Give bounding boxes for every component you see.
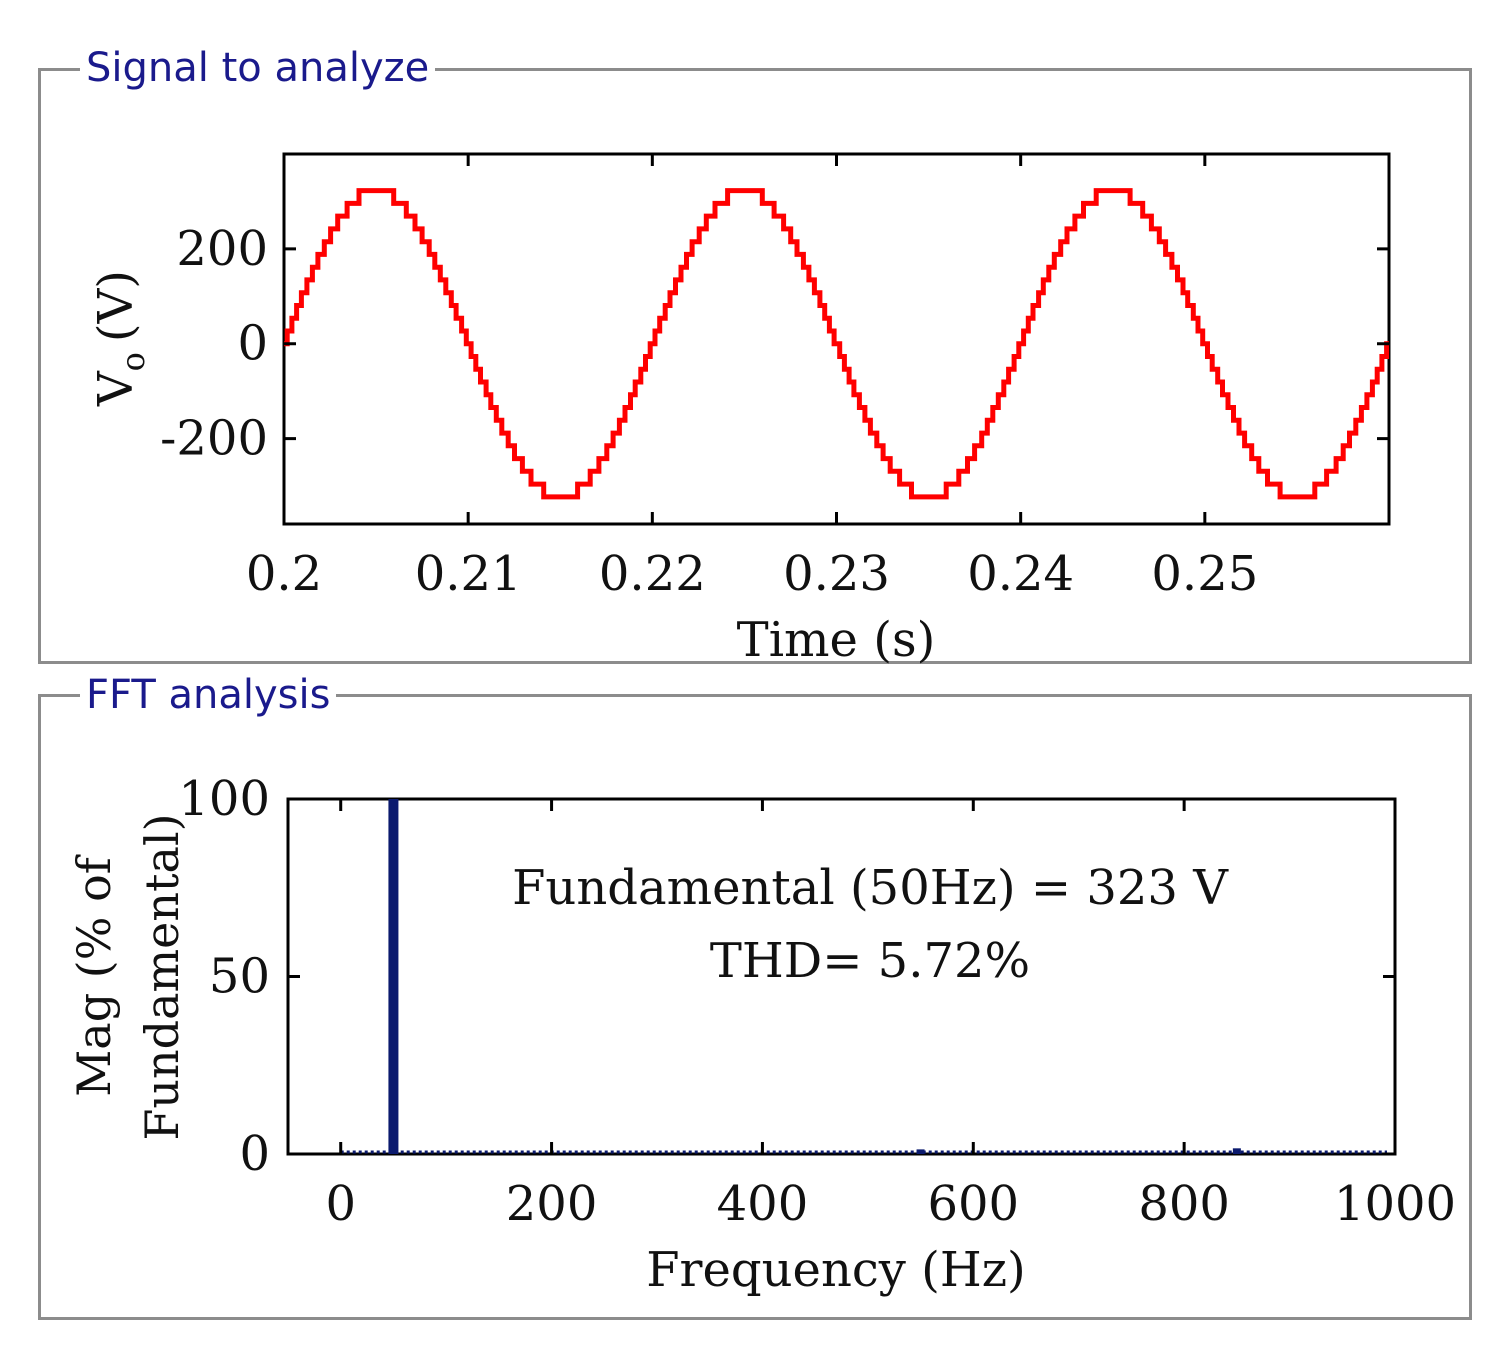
signal-x-tick-label: 0.2 bbox=[246, 546, 322, 602]
fft-y-tick-label: 0 bbox=[239, 1126, 270, 1182]
signal-y-label-subscript: o bbox=[114, 352, 152, 371]
signal-x-axis-label: Time (s) bbox=[737, 612, 936, 668]
signal-x-tick-label: 0.24 bbox=[967, 546, 1074, 602]
fft-x-tick-label: 800 bbox=[1138, 1176, 1230, 1232]
fft-x-tick-label: 0 bbox=[325, 1176, 356, 1232]
signal-x-tick-label: 0.21 bbox=[415, 546, 522, 602]
signal-panel bbox=[38, 68, 1472, 664]
fft-y-axis-label-line2: Fundamental) bbox=[135, 813, 189, 1140]
signal-panel-title: Signal to analyze bbox=[80, 45, 436, 91]
fft-x-tick-label: 200 bbox=[506, 1176, 598, 1232]
fft-annotation-thd: THD= 5.72% bbox=[710, 933, 1030, 989]
fft-x-tick-label: 400 bbox=[717, 1176, 809, 1232]
fft-x-tick-label: 600 bbox=[927, 1176, 1019, 1232]
signal-trace bbox=[284, 188, 1390, 500]
fft-panel bbox=[38, 694, 1472, 1320]
fft-x-axis-label: Frequency (Hz) bbox=[646, 1242, 1025, 1298]
signal-x-tick-label: 0.25 bbox=[1151, 546, 1258, 602]
fft-bar bbox=[1232, 1148, 1241, 1154]
fft-bar bbox=[916, 1149, 925, 1154]
signal-y-tick-label: 200 bbox=[176, 221, 268, 277]
signal-y-label-main: V bbox=[88, 370, 144, 407]
signal-y-tick-label: -200 bbox=[160, 411, 268, 467]
signal-x-tick-label: 0.23 bbox=[783, 546, 890, 602]
fft-y-tick-label: 50 bbox=[209, 949, 270, 1005]
fft-panel-title: FFT analysis bbox=[80, 672, 337, 718]
fft-y-axis-label-line1: Mag (% of bbox=[67, 854, 121, 1097]
signal-y-axis-label: Vo (V) bbox=[88, 270, 152, 407]
fft-chart: 0 200 400 600 800 1000 0 50 100 Fundamental (50… bbox=[67, 771, 1456, 1298]
fft-bar bbox=[388, 799, 399, 1154]
signal-y-tick-label: 0 bbox=[237, 316, 268, 372]
signal-chart: 0.2 0.21 0.22 0.23 0.24 0.25 -200 0 200 Time (s… bbox=[88, 152, 1391, 668]
fft-y-tick-label: 100 bbox=[178, 771, 270, 827]
fft-x-tick-label: 1000 bbox=[1334, 1176, 1456, 1232]
signal-x-tick-label: 0.22 bbox=[599, 546, 706, 602]
fft-annotation-fundamental: Fundamental (50Hz) = 323 V bbox=[512, 860, 1229, 916]
signal-y-label-unit: (V) bbox=[88, 270, 144, 342]
